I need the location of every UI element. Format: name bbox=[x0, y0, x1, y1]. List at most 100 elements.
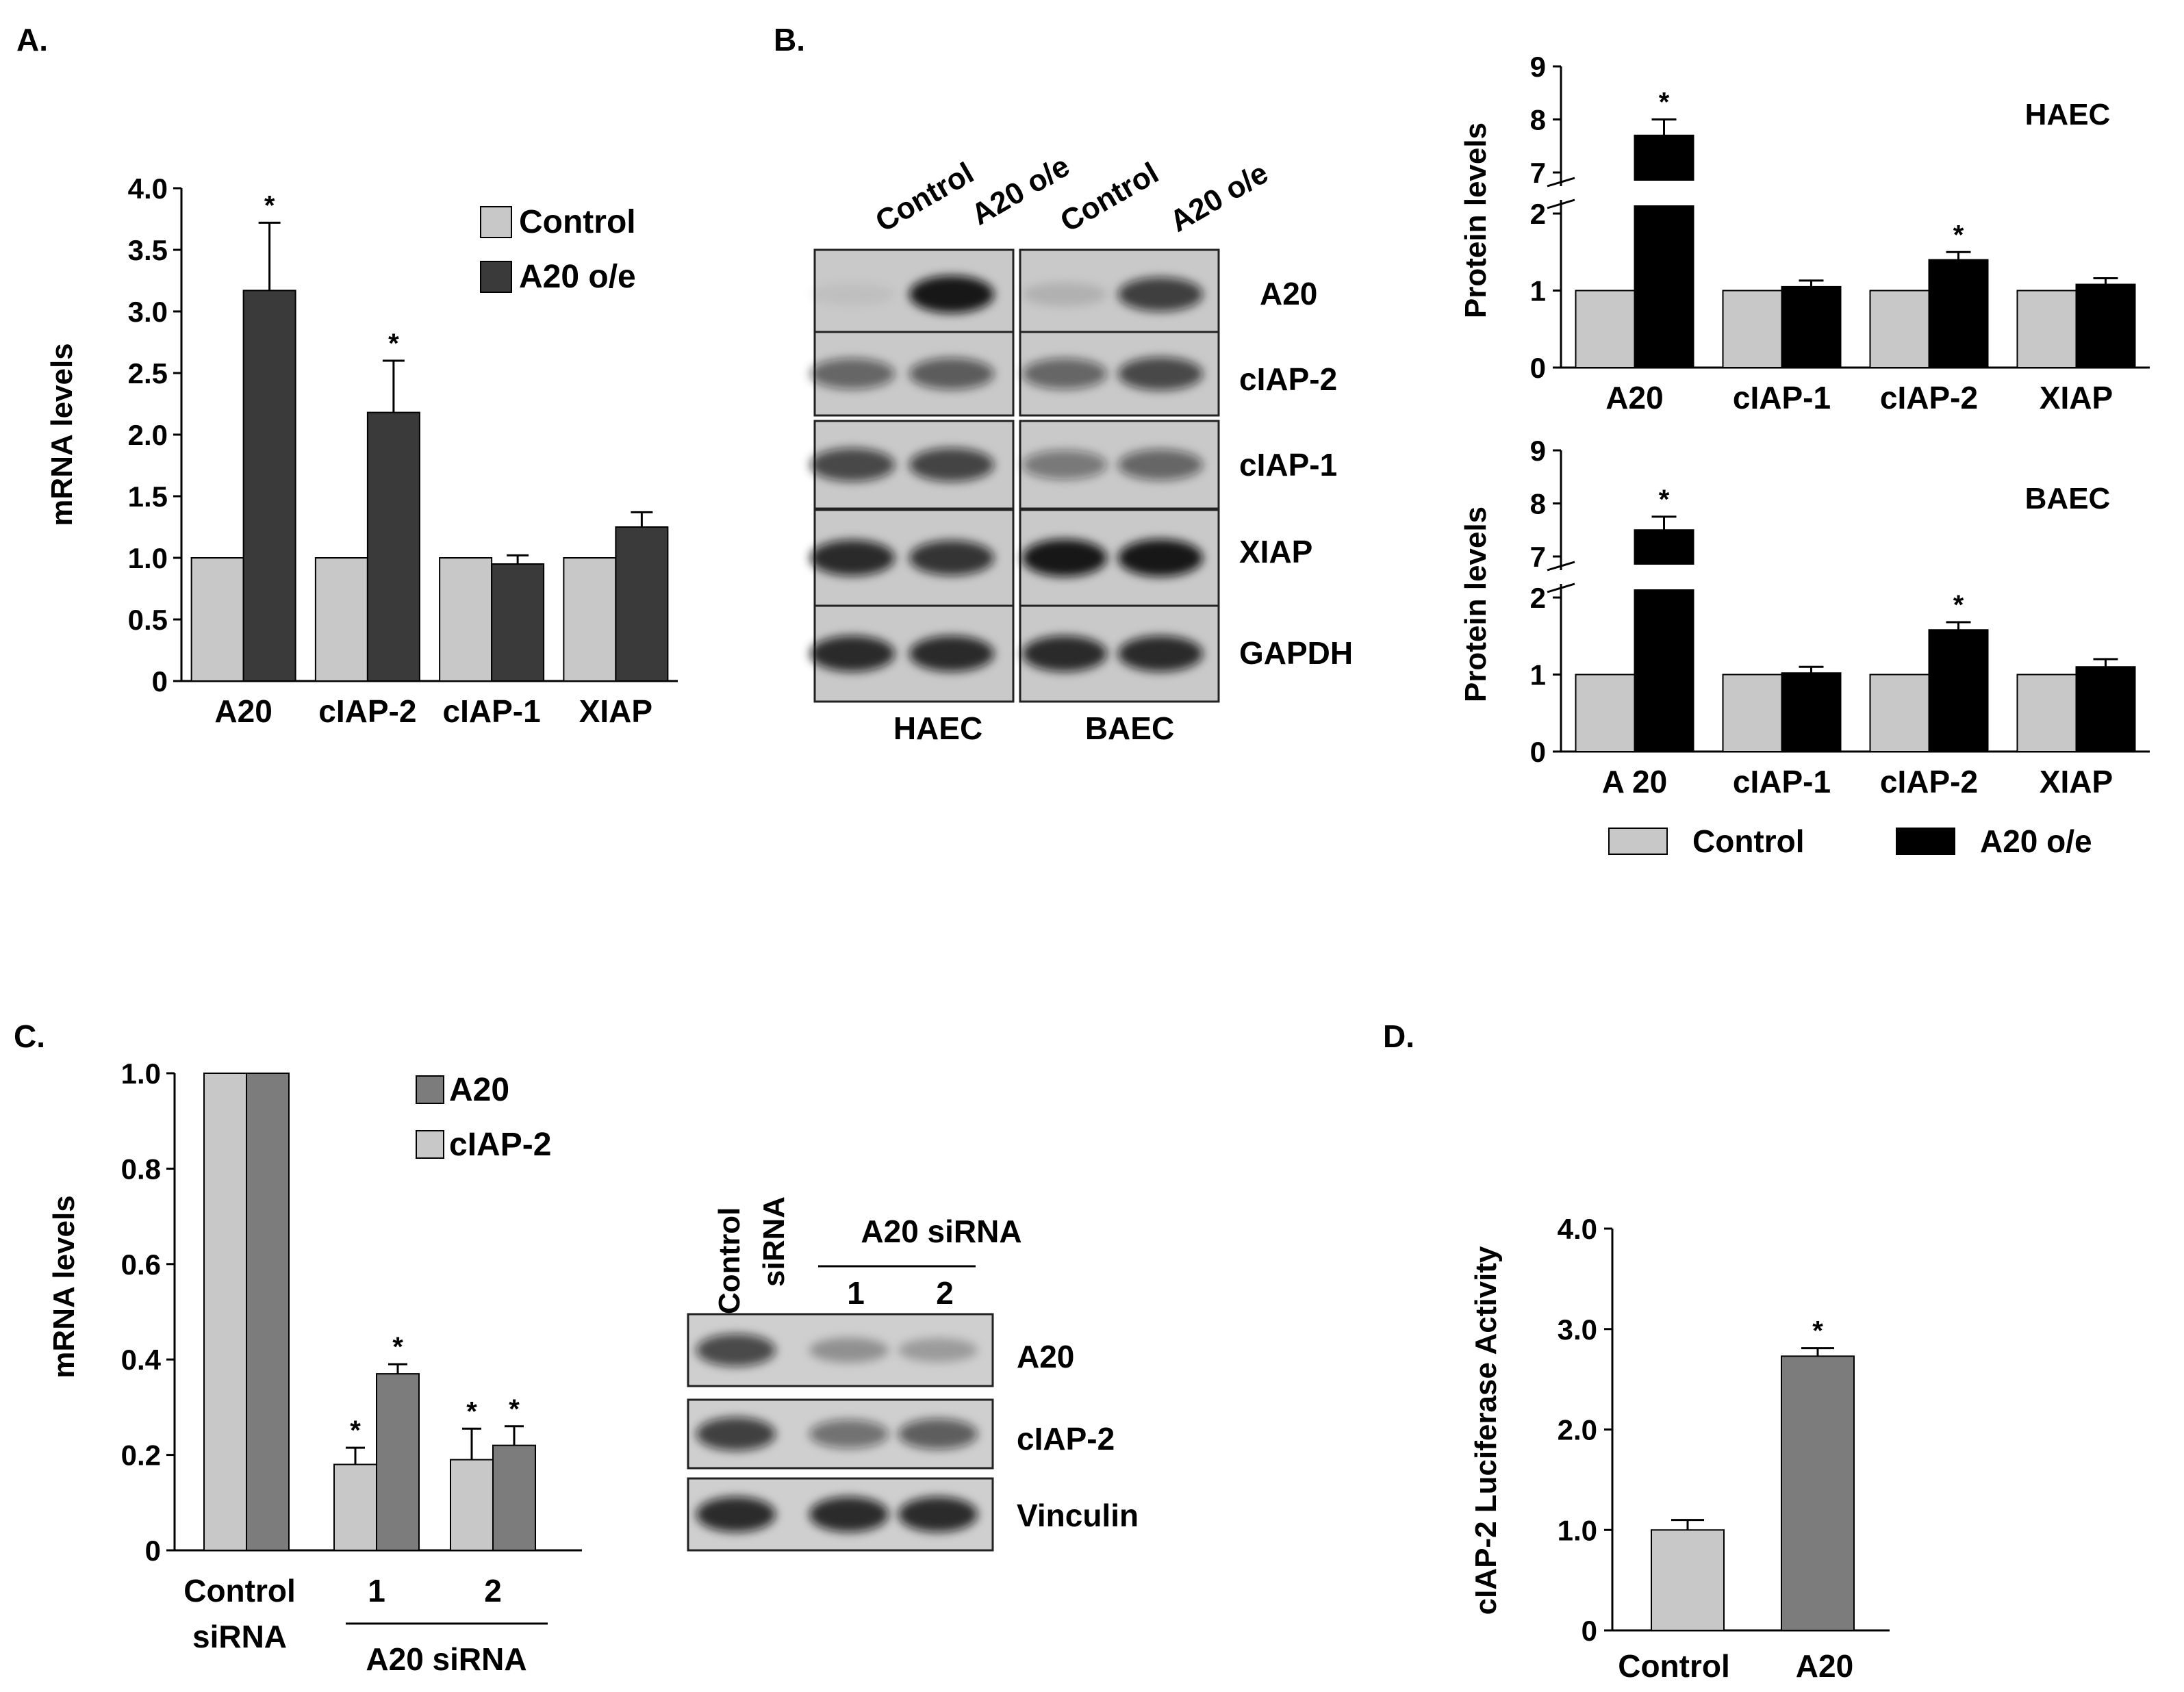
blot-band bbox=[810, 358, 895, 389]
blot-band bbox=[696, 1417, 776, 1451]
blot-b-cell-label: HAEC bbox=[893, 710, 982, 746]
legend-label: cIAP-2 bbox=[449, 1127, 551, 1163]
blot-band bbox=[898, 1496, 978, 1533]
bar bbox=[1634, 529, 1694, 752]
significance-mark: * bbox=[388, 329, 399, 359]
chart-a-mrna-levels: 0 0.5 1.0 1.5 2.0 2.5 3.0 3.5 4.0 mRNA levels A20 c… bbox=[45, 172, 678, 729]
significance-mark: * bbox=[264, 190, 275, 220]
blot-band bbox=[1022, 539, 1107, 577]
y-tick-label: 0 bbox=[145, 1535, 161, 1567]
legend-label: A20 o/e bbox=[1980, 823, 2092, 859]
y-tick-label: 4.0 bbox=[1558, 1213, 1597, 1245]
y-axis-label: Protein levels bbox=[1459, 507, 1493, 702]
x-tick-label: A20 bbox=[1796, 1648, 1853, 1684]
bar bbox=[1722, 290, 1783, 368]
blot-band bbox=[809, 1420, 889, 1448]
blot-c-control-label: Control bbox=[713, 1207, 746, 1314]
bar bbox=[615, 526, 669, 682]
blot-b-cell-label: BAEC bbox=[1085, 710, 1174, 746]
blot-b-bands bbox=[810, 248, 1220, 703]
x-tick-label: cIAP-2 bbox=[1880, 764, 1978, 799]
blot-band bbox=[1118, 357, 1203, 391]
y-axis-label: Protein levels bbox=[1459, 123, 1493, 318]
panel-label-d: D. bbox=[1383, 1018, 1414, 1054]
chart-b-haec-protein: 0 1 2 7 8 9 Protein levels HAEC A20 cIAP-1 cIAP-2 X… bbox=[1459, 51, 2150, 415]
y-tick-label: 1.5 bbox=[128, 480, 168, 513]
bar bbox=[1634, 134, 1694, 368]
bar bbox=[450, 1459, 494, 1552]
y-axis-label: mRNA levels bbox=[47, 1195, 81, 1378]
bar bbox=[1651, 1529, 1725, 1631]
blot-b-row-label: XIAP bbox=[1239, 534, 1312, 569]
bar bbox=[366, 411, 420, 682]
x-tick-label: 2 bbox=[484, 1573, 502, 1608]
legend-label: A20 o/e bbox=[519, 259, 636, 295]
y-tick-label: 0 bbox=[152, 665, 168, 697]
blot-b-lane-label: Control bbox=[1055, 156, 1165, 239]
legend-label: Control bbox=[1692, 823, 1805, 859]
blot-band bbox=[810, 448, 895, 482]
bar bbox=[246, 1073, 290, 1551]
blot-band bbox=[809, 1496, 889, 1533]
x-tick-label: Control bbox=[183, 1573, 296, 1608]
bar bbox=[242, 290, 296, 682]
chart-b-baec-protein: 0 1 2 7 8 9 Protein levels BAEC A 20 cIAP-1 cIAP-2… bbox=[1459, 435, 2150, 859]
blot-band bbox=[1118, 277, 1203, 311]
blot-band bbox=[810, 283, 895, 306]
bar bbox=[563, 557, 617, 682]
y-tick-label: 7 bbox=[1530, 541, 1546, 573]
blot-c-row-label: cIAP-2 bbox=[1017, 1421, 1115, 1457]
y-tick-label: 1.0 bbox=[1558, 1514, 1597, 1546]
y-tick-label: 0 bbox=[1530, 736, 1546, 768]
x-tick-label: cIAP-1 bbox=[1733, 764, 1831, 799]
blot-band bbox=[810, 635, 895, 672]
blot-c-group-label: A20 siRNA bbox=[861, 1214, 1021, 1249]
bar bbox=[1781, 1355, 1855, 1632]
blot-band bbox=[1022, 358, 1107, 389]
y-tick-label: 1 bbox=[1530, 275, 1546, 307]
blot-band bbox=[1022, 282, 1107, 307]
legend-swatch bbox=[480, 261, 512, 293]
bar bbox=[2075, 666, 2136, 752]
bar bbox=[439, 557, 493, 682]
axis-break bbox=[1547, 177, 1575, 188]
blot-b-row-label: cIAP-1 bbox=[1239, 447, 1337, 483]
y-axis-label: cIAP-2 Luciferase Activity bbox=[1469, 1246, 1503, 1615]
x-tick-label: XIAP bbox=[2040, 764, 2113, 799]
bar bbox=[2075, 283, 2136, 368]
bar bbox=[1928, 259, 1989, 368]
blot-band bbox=[696, 1496, 776, 1533]
bar bbox=[492, 1444, 536, 1551]
y-tick-label: 1.0 bbox=[121, 1058, 161, 1090]
y-tick-label: 1.0 bbox=[128, 542, 168, 574]
significance-mark: * bbox=[1812, 1316, 1823, 1346]
axis-break bbox=[1547, 198, 1575, 209]
y-tick-label: 8 bbox=[1530, 488, 1546, 520]
bar bbox=[2016, 290, 2077, 368]
chart-title: BAEC bbox=[2025, 482, 2111, 515]
legend-swatch bbox=[416, 1130, 444, 1159]
significance-mark: * bbox=[509, 1394, 520, 1424]
y-tick-label: 7 bbox=[1530, 157, 1546, 189]
x-tick-label: cIAP-1 bbox=[443, 693, 541, 729]
significance-mark: * bbox=[392, 1332, 403, 1362]
y-tick-label: 3.5 bbox=[128, 234, 168, 266]
group-label: A20 siRNA bbox=[366, 1641, 526, 1677]
bar bbox=[203, 1073, 247, 1551]
legend-swatch bbox=[1896, 828, 1955, 855]
blot-b-row-label: cIAP-2 bbox=[1239, 361, 1337, 397]
x-tick-label: A20 bbox=[214, 693, 272, 729]
western-blot-b: Control A20 o/e Control A20 o/e A20 cIAP… bbox=[810, 149, 1353, 746]
bar bbox=[1928, 629, 1989, 752]
blot-c-row-label: A20 bbox=[1017, 1339, 1074, 1374]
y-tick-label: 3.0 bbox=[1558, 1313, 1597, 1346]
y-tick-label: 0.5 bbox=[128, 604, 168, 636]
blot-c-lane-number: 2 bbox=[936, 1275, 954, 1311]
x-tick-label: cIAP-2 bbox=[318, 693, 416, 729]
axis-break bbox=[1547, 561, 1575, 572]
significance-mark: * bbox=[466, 1396, 477, 1426]
blot-band bbox=[909, 540, 994, 576]
blot-band bbox=[898, 1338, 978, 1362]
x-tick-label: Control bbox=[1618, 1648, 1730, 1684]
